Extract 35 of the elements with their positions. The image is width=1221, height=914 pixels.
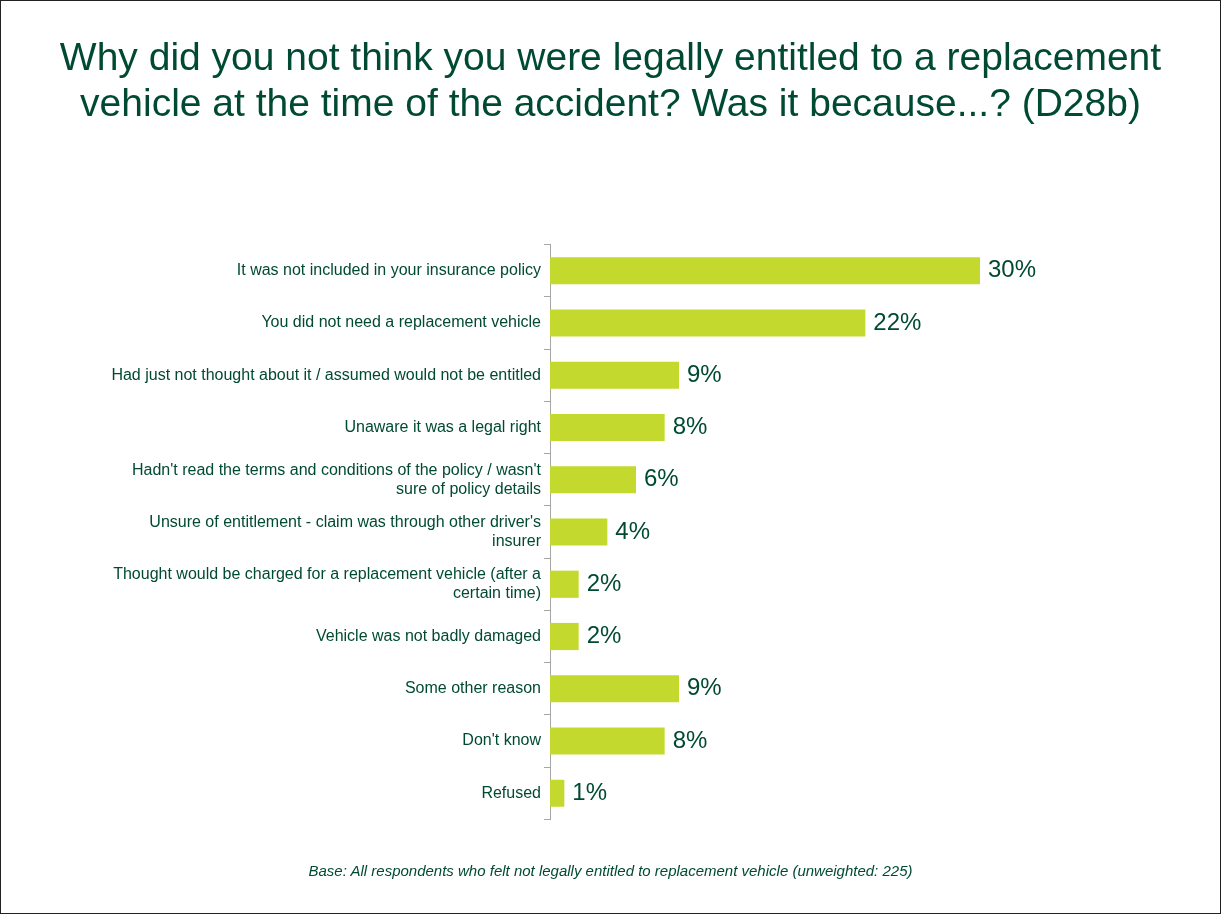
data-label: 2% [586,568,622,596]
y-tick-label: Some other reason [404,679,541,697]
bar [550,622,579,651]
data-label: 6% [644,464,679,492]
y-tick-label: You did not need a replacement vehicle [261,313,542,331]
y-tick-label: It was not included in your insurance policy [236,261,541,279]
bar [550,675,679,703]
data-label: 30% [988,255,1037,283]
data-label: 4% [615,516,651,544]
bar [550,309,866,337]
data-label: 8% [672,725,708,753]
data-label: 9% [687,359,722,387]
data-label: 1% [572,777,608,805]
bar [550,466,636,494]
data-label: 8% [672,412,708,440]
y-tick-label: Had just not thought about it / assumed would not be entitled [111,365,541,383]
y-tick-label: Refused [481,783,541,801]
y-tick-label: Hadn't read the terms and conditions of the policy / wasn't sure of policy details [132,460,542,497]
bar [550,570,579,598]
bar [550,361,679,389]
y-tick-label: Thought would be charged for a replacement vehicle (after a certain time) [113,565,542,602]
data-label: 22% [873,307,922,335]
bar [550,518,608,546]
y-tick-label: Don't know [462,731,542,749]
bar [550,257,980,285]
y-tick-label: Vehicle was not badly damaged [315,626,541,644]
chart-title: Why did you not think you were legally entitled to a replacement vehicle at the time of the accident? Was it because...? (D28b) [58,34,1163,126]
bar [550,413,665,442]
bar [550,727,665,755]
data-label: 9% [687,673,722,701]
y-tick-label: Unsure of entitlement - claim was through other driver's insurer [149,512,542,550]
y-tick-label: Unaware it was a legal right [344,417,542,435]
bar [550,779,565,807]
data-label: 2% [586,621,622,649]
text: Base: All respondents who felt not legally entitled to replacement vehicle (unweighted: 225) [307,862,914,879]
